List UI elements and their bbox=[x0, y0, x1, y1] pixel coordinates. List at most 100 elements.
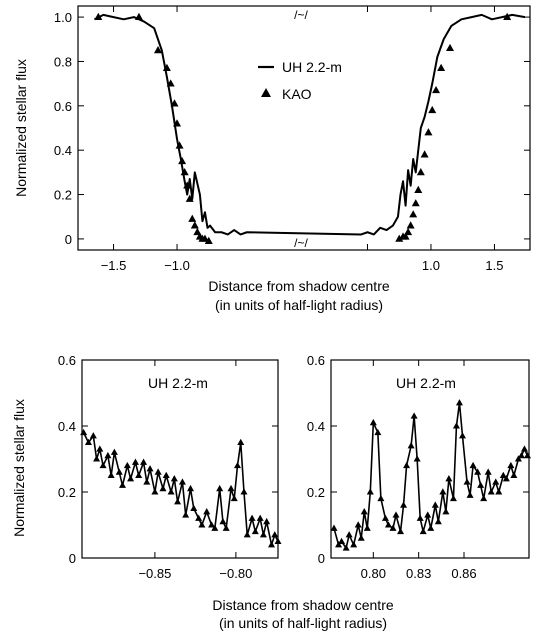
bottom-left-data-point bbox=[162, 471, 170, 479]
top-data-point bbox=[200, 234, 209, 242]
bottom-left-xtick-label: −0.85 bbox=[138, 566, 171, 581]
bottom-left-data-point bbox=[248, 514, 256, 521]
bottom-right-xtick-label: 0.83 bbox=[406, 566, 431, 581]
bottom-right-data-point bbox=[507, 461, 515, 469]
top-ytick-label: 1.0 bbox=[54, 10, 72, 25]
bottom-right-data-point bbox=[366, 488, 374, 495]
bottom-left-data-point bbox=[263, 517, 271, 525]
bottom-right-data-point bbox=[477, 481, 485, 488]
legend-triangle-swatch bbox=[261, 88, 271, 97]
bottom-right-data-point bbox=[455, 399, 463, 406]
bottom-xlabel-sub: (in units of half-light radius) bbox=[219, 615, 387, 631]
top-data-point bbox=[446, 43, 455, 52]
bottom-right-data-point bbox=[397, 527, 405, 535]
bottom-right-data-point bbox=[439, 488, 447, 495]
bottom-left-series-group bbox=[80, 428, 282, 548]
bottom-left-data-point bbox=[182, 511, 190, 518]
top-data-point bbox=[166, 79, 175, 87]
top-data-point bbox=[185, 194, 194, 202]
bottom-left-data-point bbox=[135, 471, 143, 479]
bottom-left-data-point bbox=[211, 524, 219, 531]
bottom-right-data-point bbox=[502, 475, 510, 482]
bottom-right-data-point bbox=[360, 508, 368, 515]
bottom-left-axis-ticks: −0.85 −0.80 0 0.2 0.4 0.6 bbox=[58, 353, 278, 581]
bottom-left-data-point bbox=[143, 478, 151, 485]
bottom-left-title: UH 2.2-m bbox=[148, 375, 208, 391]
bottom-right-data-point bbox=[342, 544, 350, 551]
bottom-right-data-point bbox=[335, 541, 343, 548]
top-data-point bbox=[94, 12, 103, 20]
bottom-right-data-point bbox=[458, 432, 466, 439]
bottom-left-data-point bbox=[271, 531, 279, 538]
bottom-left-data-point bbox=[110, 448, 118, 455]
bottom-right-data-point bbox=[392, 511, 400, 518]
bottom-right-data-point bbox=[469, 461, 477, 469]
top-data-point bbox=[175, 141, 184, 149]
bottom-left-data-point bbox=[187, 484, 195, 492]
bottom-left-data-point bbox=[190, 504, 198, 512]
top-xtick-label: −1.5 bbox=[101, 258, 127, 273]
bottom-left-data-point bbox=[107, 471, 115, 479]
top-data-point bbox=[424, 128, 433, 136]
top-ylabel: Normalized stellar flux bbox=[13, 59, 29, 197]
bottom-left-data-point bbox=[131, 458, 139, 465]
bottom-left-ytick-label: 0 bbox=[69, 551, 76, 566]
top-ytick-label: 0.2 bbox=[54, 188, 72, 203]
top-ytick-label: 0 bbox=[65, 232, 72, 247]
bottom-left-data-point bbox=[256, 514, 264, 521]
bottom-right-data-point bbox=[484, 468, 492, 475]
top-plot-frame bbox=[77, 5, 531, 251]
bottom-right-data-point bbox=[338, 537, 346, 545]
bottom-right-xtick-label: 0.86 bbox=[451, 566, 476, 581]
bottom-right-ytick-label: 0.2 bbox=[307, 485, 325, 500]
top-axis-ticks: −1.5 −1.0 1.0 1.5 0 0.2 0.4 0.6 0.8 1.0 bbox=[54, 6, 530, 273]
bottom-right-ytick-label: 0.4 bbox=[307, 419, 325, 434]
top-data-point bbox=[395, 234, 404, 242]
top-chart: −1.5 −1.0 1.0 1.5 0 0.2 0.4 0.6 0.8 1.0 /~/ /~/ U… bbox=[13, 5, 531, 313]
bottom-left-data-point bbox=[251, 527, 259, 535]
bottom-right-data-point bbox=[369, 418, 377, 426]
bottom-right-data-point bbox=[463, 478, 471, 485]
bottom-right-data-point bbox=[400, 501, 408, 508]
bottom-right-data-point bbox=[357, 534, 365, 541]
bottom-left-data-point bbox=[99, 461, 107, 469]
legend-kao-label: KAO bbox=[282, 86, 312, 102]
top-data-point bbox=[170, 99, 179, 107]
top-data-point bbox=[401, 232, 410, 240]
bottom-left-data-point bbox=[174, 498, 182, 505]
top-xlabel: Distance from shadow centre bbox=[208, 278, 390, 294]
bottom-right-data-point bbox=[407, 442, 415, 449]
bottom-left-data-point bbox=[127, 475, 135, 482]
bottom-right-data-point bbox=[413, 455, 421, 462]
bottom-right-data-point bbox=[377, 494, 385, 502]
bottom-right-data-point bbox=[514, 455, 522, 462]
top-data-point bbox=[180, 168, 189, 176]
top-break-mark-upper: /~/ bbox=[294, 8, 308, 22]
bottom-left-data-point bbox=[216, 484, 224, 492]
bottom-right-data-point bbox=[363, 524, 371, 531]
bottom-right-data-point bbox=[381, 514, 389, 521]
bottom-right-data-point bbox=[480, 494, 488, 502]
bottom-left-data-point bbox=[151, 488, 159, 495]
bottom-left-data-point bbox=[195, 514, 203, 521]
top-xlabel-sub: (in units of half-light radius) bbox=[215, 297, 383, 313]
top-data-point bbox=[183, 181, 192, 189]
bottom-right-data-point bbox=[427, 524, 435, 531]
bottom-right-data-point bbox=[495, 488, 503, 495]
bottom-right-data-point bbox=[452, 422, 460, 429]
bottom-right-data-point bbox=[424, 511, 432, 518]
top-data-point bbox=[420, 150, 429, 158]
bottom-left-data-point bbox=[123, 461, 131, 469]
bottom-right-ytick-label: 0.6 bbox=[307, 353, 325, 368]
top-data-point bbox=[204, 236, 213, 245]
bottom-right-ytick-label: 0 bbox=[318, 551, 325, 566]
bottom-right-data-point bbox=[416, 514, 424, 521]
bottom-left-data-point bbox=[154, 468, 162, 475]
bottom-left-data-point bbox=[84, 438, 92, 446]
bottom-right-data-point bbox=[403, 461, 411, 469]
legend-uh-label: UH 2.2-m bbox=[282, 59, 342, 75]
top-data-point bbox=[416, 168, 425, 176]
top-data-point bbox=[503, 12, 512, 20]
bottom-right-data-point bbox=[466, 491, 474, 498]
bottom-right-data-point bbox=[442, 508, 450, 515]
